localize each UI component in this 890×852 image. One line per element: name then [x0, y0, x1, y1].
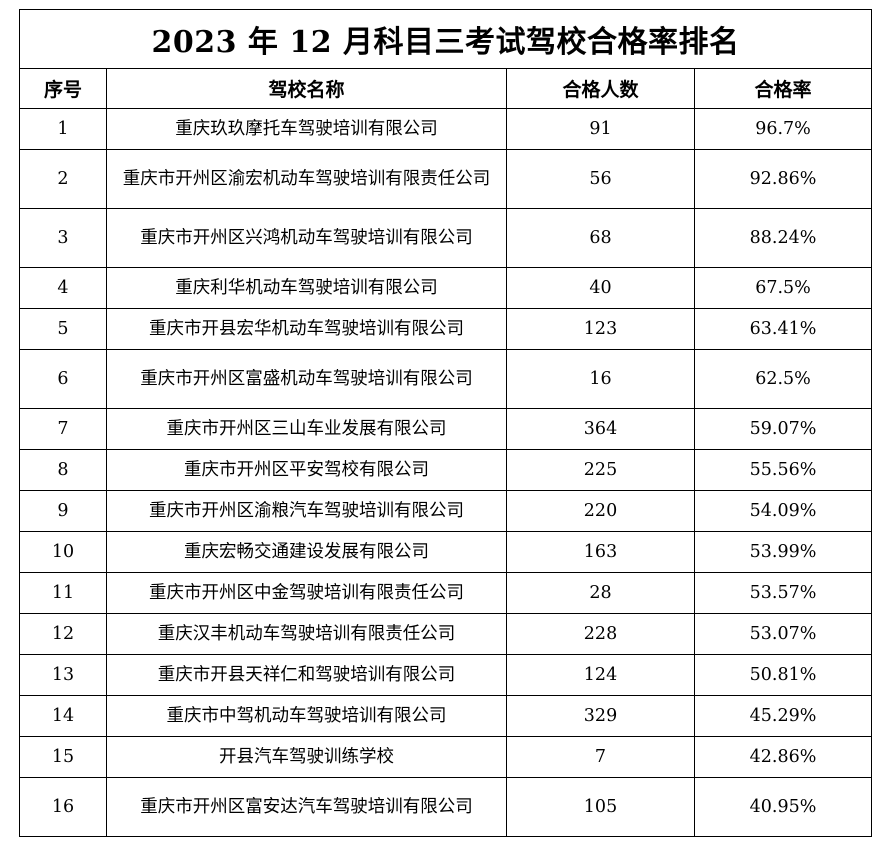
cell-school-name: 开县汽车驾驶训练学校: [106, 736, 507, 778]
cell-pass-rate: 40.95%: [693, 777, 873, 837]
header-row: 序号 驾校名称 合格人数 合格率: [19, 68, 873, 109]
cell-pass-rate: 42.86%: [693, 736, 873, 778]
cell-rank: 13: [19, 654, 107, 696]
table-row: 1 重庆玖玖摩托车驾驶培训有限公司 91 96.7%: [19, 108, 873, 150]
cell-pass-rate: 88.24%: [693, 208, 873, 268]
cell-passed-count: 163: [506, 531, 695, 573]
cell-rank: 6: [19, 349, 107, 409]
table-row: 4 重庆利华机动车驾驶培训有限公司 40 67.5%: [19, 267, 873, 309]
cell-pass-rate: 92.86%: [693, 149, 873, 209]
cell-rank: 5: [19, 308, 107, 350]
table-row: 2 重庆市开州区渝宏机动车驾驶培训有限责任公司 56 92.86%: [19, 149, 873, 209]
table-row: 9 重庆市开州区渝粮汽车驾驶培训有限公司 220 54.09%: [19, 490, 873, 532]
column-header-passed: 合格人数: [506, 68, 695, 109]
cell-rank: 9: [19, 490, 107, 532]
cell-passed-count: 329: [506, 695, 695, 737]
cell-passed-count: 123: [506, 308, 695, 350]
cell-school-name: 重庆市开州区渝粮汽车驾驶培训有限公司: [106, 490, 507, 532]
cell-pass-rate: 62.5%: [693, 349, 873, 409]
title-row: 2023 年 12 月科目三考试驾校合格率排名: [18, 9, 873, 69]
cell-rank: 1: [19, 108, 107, 150]
cell-pass-rate: 53.99%: [693, 531, 873, 573]
cell-pass-rate: 53.57%: [693, 572, 873, 614]
cell-school-name: 重庆汉丰机动车驾驶培训有限责任公司: [106, 613, 507, 655]
cell-pass-rate: 50.81%: [693, 654, 873, 696]
cell-school-name: 重庆市开州区中金驾驶培训有限责任公司: [106, 572, 507, 614]
cell-school-name: 重庆市开州区兴鸿机动车驾驶培训有限公司: [106, 208, 507, 268]
table-row: 11 重庆市开州区中金驾驶培训有限责任公司 28 53.57%: [19, 572, 873, 614]
column-header-name: 驾校名称: [106, 68, 507, 109]
cell-rank: 2: [19, 149, 107, 209]
cell-passed-count: 16: [506, 349, 695, 409]
cell-rank: 7: [19, 408, 107, 450]
cell-school-name: 重庆市开州区三山车业发展有限公司: [106, 408, 507, 450]
table-row: 14 重庆市中驾机动车驾驶培训有限公司 329 45.29%: [19, 695, 873, 737]
cell-school-name: 重庆市开州区渝宏机动车驾驶培训有限责任公司: [106, 149, 507, 209]
cell-rank: 10: [19, 531, 107, 573]
table-row: 7 重庆市开州区三山车业发展有限公司 364 59.07%: [19, 408, 873, 450]
cell-pass-rate: 59.07%: [693, 408, 873, 450]
cell-school-name: 重庆市开州区平安驾校有限公司: [106, 449, 507, 491]
column-header-no: 序号: [19, 68, 107, 109]
cell-pass-rate: 96.7%: [693, 108, 873, 150]
table-row: 3 重庆市开州区兴鸿机动车驾驶培训有限公司 68 88.24%: [19, 208, 873, 268]
cell-passed-count: 220: [506, 490, 695, 532]
cell-passed-count: 7: [506, 736, 695, 778]
column-header-rate: 合格率: [693, 68, 873, 109]
cell-passed-count: 56: [506, 149, 695, 209]
table-row: 13 重庆市开县天祥仁和驾驶培训有限公司 124 50.81%: [19, 654, 873, 696]
cell-rank: 11: [19, 572, 107, 614]
cell-pass-rate: 67.5%: [693, 267, 873, 309]
table-row: 16 重庆市开州区富安达汽车驾驶培训有限公司 105 40.95%: [19, 777, 873, 837]
cell-school-name: 重庆市中驾机动车驾驶培训有限公司: [106, 695, 507, 737]
cell-passed-count: 225: [506, 449, 695, 491]
table-row: 10 重庆宏畅交通建设发展有限公司 163 53.99%: [19, 531, 873, 573]
cell-school-name: 重庆市开州区富安达汽车驾驶培训有限公司: [106, 777, 507, 837]
table-row: 12 重庆汉丰机动车驾驶培训有限责任公司 228 53.07%: [19, 613, 873, 655]
cell-pass-rate: 54.09%: [693, 490, 873, 532]
cell-pass-rate: 45.29%: [693, 695, 873, 737]
cell-passed-count: 68: [506, 208, 695, 268]
cell-passed-count: 228: [506, 613, 695, 655]
cell-rank: 15: [19, 736, 107, 778]
cell-school-name: 重庆市开县天祥仁和驾驶培训有限公司: [106, 654, 507, 696]
cell-passed-count: 40: [506, 267, 695, 309]
cell-passed-count: 364: [506, 408, 695, 450]
cell-passed-count: 28: [506, 572, 695, 614]
cell-passed-count: 91: [506, 108, 695, 150]
table-row: 6 重庆市开州区富盛机动车驾驶培训有限公司 16 62.5%: [19, 349, 873, 409]
cell-school-name: 重庆利华机动车驾驶培训有限公司: [106, 267, 507, 309]
cell-school-name: 重庆宏畅交通建设发展有限公司: [106, 531, 507, 573]
cell-school-name: 重庆市开州区富盛机动车驾驶培训有限公司: [106, 349, 507, 409]
page-title: 2023 年 12 月科目三考试驾校合格率排名: [18, 9, 873, 69]
cell-rank: 16: [19, 777, 107, 837]
table-row: 5 重庆市开县宏华机动车驾驶培训有限公司 123 63.41%: [19, 308, 873, 350]
cell-rank: 3: [19, 208, 107, 268]
table-row: 15 开县汽车驾驶训练学校 7 42.86%: [19, 736, 873, 778]
cell-pass-rate: 53.07%: [693, 613, 873, 655]
cell-pass-rate: 63.41%: [693, 308, 873, 350]
table-row: 8 重庆市开州区平安驾校有限公司 225 55.56%: [19, 449, 873, 491]
cell-rank: 14: [19, 695, 107, 737]
cell-pass-rate: 55.56%: [693, 449, 873, 491]
ranking-table: 2023 年 12 月科目三考试驾校合格率排名 序号 驾校名称 合格人数 合格率…: [18, 9, 873, 837]
cell-rank: 12: [19, 613, 107, 655]
cell-school-name: 重庆玖玖摩托车驾驶培训有限公司: [106, 108, 507, 150]
cell-passed-count: 124: [506, 654, 695, 696]
cell-school-name: 重庆市开县宏华机动车驾驶培训有限公司: [106, 308, 507, 350]
cell-rank: 4: [19, 267, 107, 309]
cell-rank: 8: [19, 449, 107, 491]
cell-passed-count: 105: [506, 777, 695, 837]
ranking-sheet: 2023 年 12 月科目三考试驾校合格率排名 序号 驾校名称 合格人数 合格率…: [18, 9, 873, 837]
